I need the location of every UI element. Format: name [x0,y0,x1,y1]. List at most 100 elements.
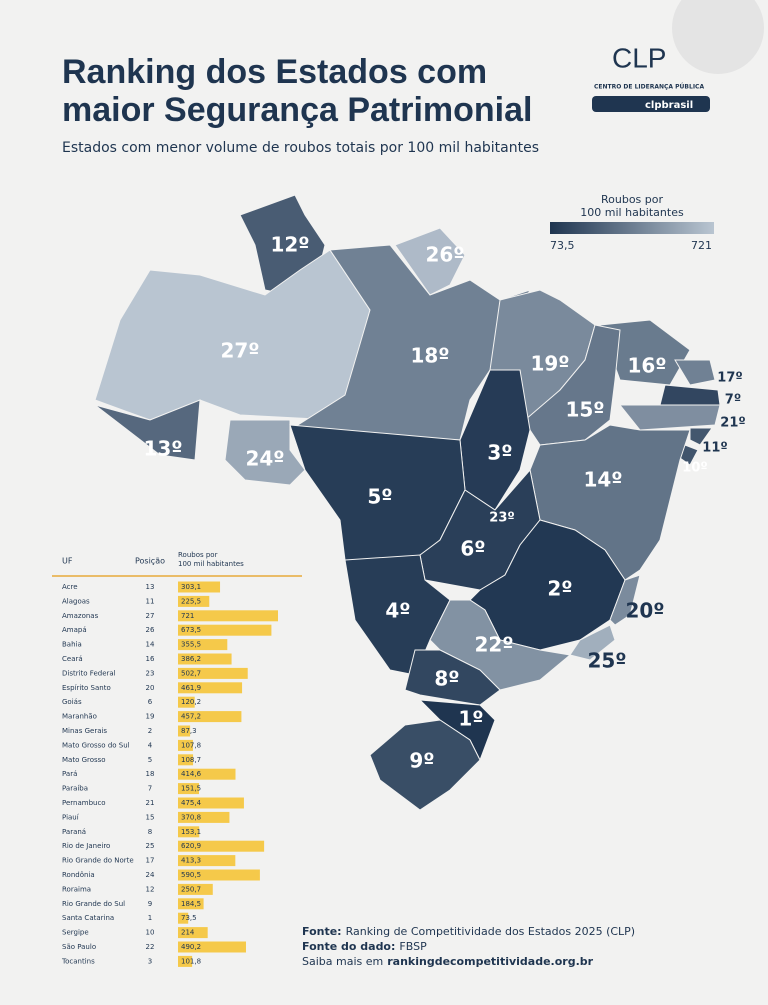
logo-name: CLP [612,42,666,73]
legend-title: Roubos por [601,193,664,206]
col-header: Roubos por [178,551,218,559]
state-rank: 6º [460,537,485,561]
bar [178,955,193,967]
position: 4 [148,741,153,749]
bar [178,797,244,809]
bar [178,682,243,694]
value-label: 673,5 [181,626,201,634]
footer-label: Saiba mais em [302,955,383,968]
value-label: 386,2 [181,655,201,663]
position: 25 [146,842,155,850]
state-rank: 17º [717,371,742,386]
position: 23 [146,669,155,677]
footer-label: Fonte: [302,925,342,938]
state-rank: 5º [367,485,392,509]
uf: Pará [62,770,77,778]
state [609,574,641,626]
state-rank: 4º [385,599,410,623]
value-label: 457,2 [181,713,201,721]
bar [178,610,278,622]
state [94,399,201,461]
state [689,427,713,446]
footer-line: Saiba mais em rankingdecompetitividade.or… [302,955,594,968]
bar [178,869,260,881]
bar [178,927,208,939]
value-label: 721 [181,612,194,620]
value-label: 414,6 [181,770,202,778]
bar [178,739,193,751]
bar [178,912,189,924]
value-label: 108,7 [181,756,201,764]
value-label: 153,1 [181,828,201,836]
footer-line: Fonte do dado: FBSP [302,940,427,953]
col-header: Posição [135,557,165,566]
uf: Mato Grosso [62,756,106,764]
uf: Piauí [62,813,80,821]
state-rank: 15º [565,398,604,422]
bar [178,783,200,795]
subtitle: Estados com menor volume de roubos totai… [62,140,539,156]
position: 16 [146,655,155,663]
uf: Tocantins [61,957,95,965]
position: 7 [148,785,152,793]
position: 19 [146,713,155,721]
position: 9 [148,900,152,908]
value-label: 620,9 [181,842,201,850]
state-rank: 14º [583,468,622,492]
state [394,227,466,296]
state-rank: 26º [425,243,464,267]
position: 1 [148,914,152,922]
state-rank: 2º [547,577,572,601]
state-rank: 18º [410,344,449,368]
bar [178,711,242,723]
state-rank: 12º [270,233,309,257]
state-rank: 9º [409,749,434,773]
position: 26 [146,626,155,634]
uf: Roraima [62,885,91,893]
uf: Pernambuco [62,799,106,807]
position: 18 [146,770,155,778]
value-label: 107,8 [181,741,201,749]
footer-text: Ranking de Competitividade dos Estados 2… [346,925,636,938]
position: 21 [146,799,155,807]
legend-min: 73,5 [550,239,575,252]
position: 14 [146,641,155,649]
bar [178,667,248,679]
uf: Rio Grande do Sul [62,900,125,908]
bar [178,595,210,607]
uf: Maranhão [62,713,97,721]
bar [178,725,191,737]
state-rank: 13º [143,437,182,461]
value-label: 73,5 [181,914,197,922]
legend-title: 100 mil habitantes [580,206,684,219]
state [369,719,481,811]
bar [178,624,272,636]
uf: Santa Catarina [62,914,114,922]
value-label: 413,3 [181,857,201,865]
legend-gradient [550,222,714,234]
bar [178,898,204,910]
state [429,599,572,691]
value-label: 250,7 [181,885,201,893]
state-rank: 23º [489,511,514,526]
position: 5 [148,756,152,764]
bar [178,883,213,895]
value-label: 120,2 [181,698,201,706]
position: 15 [146,813,155,821]
footer-text: FBSP [399,940,427,953]
position: 24 [146,871,155,879]
value-label: 355,5 [181,641,201,649]
title: maior Segurança Patrimonial [62,91,533,129]
logo-tagline: CENTRO DE LIDERANÇA PÚBLICA [594,84,704,91]
uf: Paraná [62,828,86,836]
state-rank: 10º [682,461,707,476]
bar [178,639,228,651]
state-rank: 16º [627,354,666,378]
bar [178,811,230,823]
value-label: 475,4 [181,799,202,807]
col-header: UF [62,557,73,566]
position: 20 [146,684,155,692]
uf: Bahia [62,641,82,649]
